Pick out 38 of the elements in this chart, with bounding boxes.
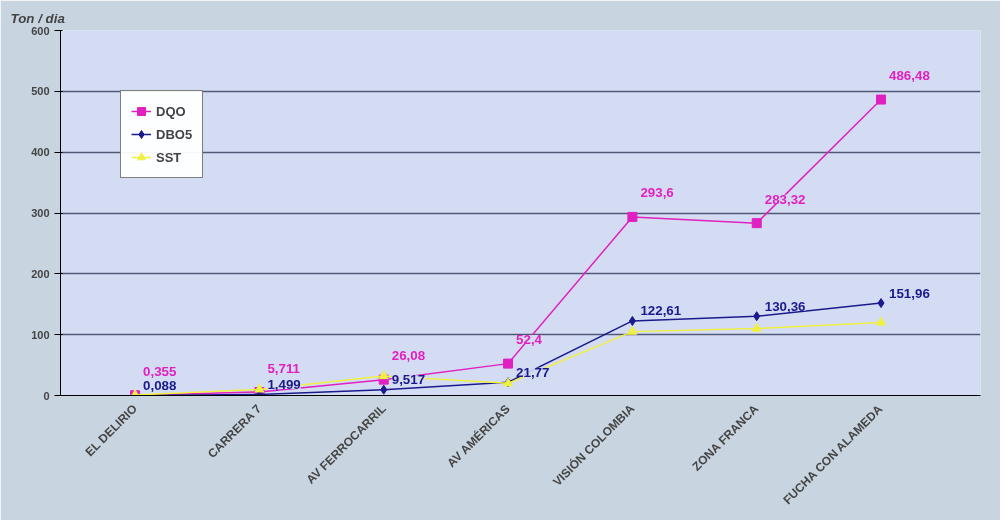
point bbox=[503, 358, 514, 369]
data-label: 26,08 bbox=[391, 348, 426, 364]
y-tick-label: 300 bbox=[31, 207, 50, 219]
data-label: 9,517 bbox=[391, 372, 426, 388]
y-tick-label: 100 bbox=[31, 328, 50, 341]
point bbox=[751, 218, 762, 229]
data-label: 21,77 bbox=[516, 364, 550, 380]
point bbox=[876, 94, 887, 105]
point bbox=[876, 316, 887, 326]
y-axis-title: Ton / dia bbox=[10, 10, 66, 26]
y-tick-label: 200 bbox=[31, 267, 50, 280]
point bbox=[627, 325, 638, 335]
data-label: 1,499 bbox=[267, 377, 301, 393]
y-tick-label: 500 bbox=[31, 85, 50, 98]
point bbox=[378, 370, 389, 380]
point bbox=[751, 322, 762, 332]
data-label: 5,711 bbox=[267, 360, 301, 376]
y-tick-label: 0 bbox=[43, 389, 50, 402]
point bbox=[753, 311, 761, 322]
y-tick-label: 600 bbox=[31, 24, 50, 37]
data-label: 293,6 bbox=[640, 185, 674, 201]
legend-label: SST bbox=[156, 149, 182, 165]
legend-label: DBO5 bbox=[156, 126, 193, 142]
data-label: 122,61 bbox=[640, 303, 682, 319]
point bbox=[627, 211, 638, 222]
point bbox=[254, 383, 265, 393]
data-label: 151,96 bbox=[889, 285, 930, 301]
data-label: 130,36 bbox=[764, 298, 806, 314]
data-label: 0,355 bbox=[143, 363, 178, 379]
data-label: 283,32 bbox=[764, 191, 806, 207]
data-label: 0,088 bbox=[143, 377, 177, 393]
legend-label: DQO bbox=[156, 103, 186, 119]
point bbox=[877, 298, 885, 309]
data-label: 52,4 bbox=[516, 332, 543, 348]
y-tick-label: 400 bbox=[31, 146, 50, 159]
point bbox=[628, 315, 636, 326]
point bbox=[380, 384, 388, 395]
data-label: 486,48 bbox=[889, 68, 930, 84]
